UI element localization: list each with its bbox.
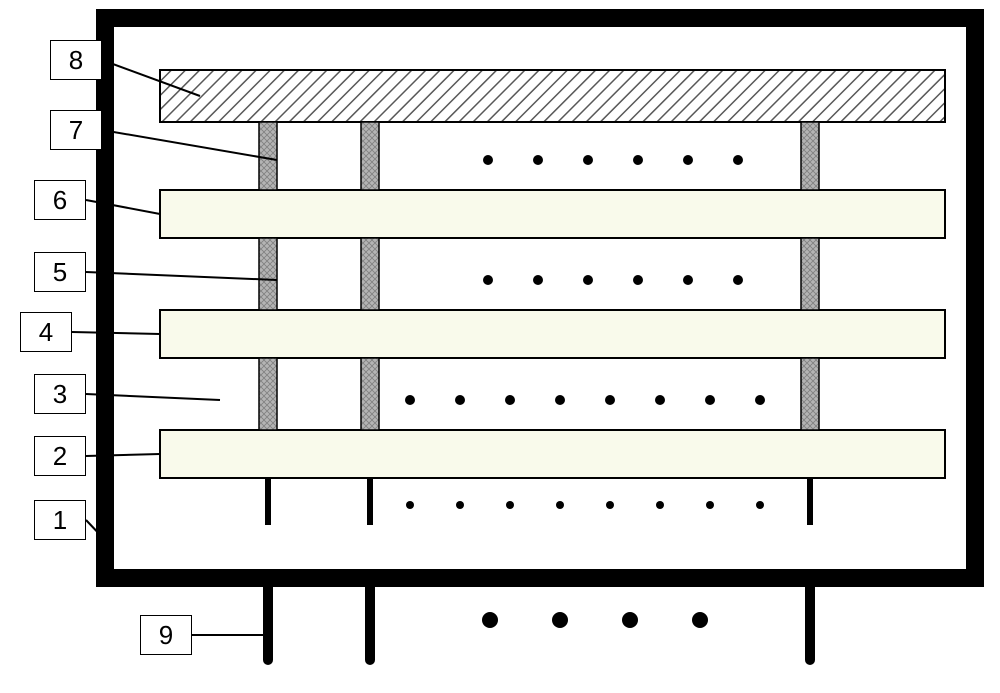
ellipsis-dot (456, 501, 464, 509)
pillar (259, 122, 277, 190)
layer-6 (160, 190, 945, 238)
pillar (361, 358, 379, 430)
leader-line-5 (86, 272, 277, 280)
ellipsis-dot (583, 155, 593, 165)
label-6: 6 (34, 180, 86, 220)
ellipsis-dot (605, 395, 615, 405)
ellipsis-dot (406, 501, 414, 509)
ellipsis-dot (482, 612, 498, 628)
ellipsis-dot (756, 501, 764, 509)
ellipsis-dot (533, 275, 543, 285)
pillar (801, 122, 819, 190)
ellipsis-dot (533, 155, 543, 165)
ellipsis-dot (683, 155, 693, 165)
ellipsis-dot (656, 501, 664, 509)
ellipsis-dot (683, 275, 693, 285)
ellipsis-dot (633, 275, 643, 285)
ellipsis-dot (483, 155, 493, 165)
ellipsis-dot (405, 395, 415, 405)
label-1: 1 (34, 500, 86, 540)
ellipsis-dot (655, 395, 665, 405)
pillar (801, 238, 819, 310)
layer-8-top (160, 70, 945, 122)
ellipsis-dot (733, 155, 743, 165)
label-8: 8 (50, 40, 102, 80)
ellipsis-dot (552, 612, 568, 628)
diagram-canvas: 8 7 6 5 4 3 2 1 9 (0, 0, 1000, 688)
ellipsis-dot (583, 275, 593, 285)
ellipsis-dot (606, 501, 614, 509)
ellipsis-dot (692, 612, 708, 628)
label-5: 5 (34, 252, 86, 292)
diagram-svg (0, 0, 1000, 688)
pillar (259, 358, 277, 430)
label-2: 2 (34, 436, 86, 476)
ellipsis-dot (755, 395, 765, 405)
label-3: 3 (34, 374, 86, 414)
pillar (361, 238, 379, 310)
layer-2 (160, 430, 945, 478)
ellipsis-dot (733, 275, 743, 285)
ellipsis-dot (705, 395, 715, 405)
pillar (259, 238, 277, 310)
pillar (361, 122, 379, 190)
leader-line-4 (72, 332, 160, 334)
label-9: 9 (140, 615, 192, 655)
label-4: 4 (20, 312, 72, 352)
layer-4 (160, 310, 945, 358)
pillar (801, 358, 819, 430)
leader-line-7 (102, 130, 277, 160)
ellipsis-dot (483, 275, 493, 285)
ellipsis-dot (556, 501, 564, 509)
ellipsis-dot (505, 395, 515, 405)
ellipsis-dot (506, 501, 514, 509)
ellipsis-dot (455, 395, 465, 405)
ellipsis-dot (622, 612, 638, 628)
ellipsis-dot (633, 155, 643, 165)
ellipsis-dot (555, 395, 565, 405)
ellipsis-dot (706, 501, 714, 509)
label-7: 7 (50, 110, 102, 150)
